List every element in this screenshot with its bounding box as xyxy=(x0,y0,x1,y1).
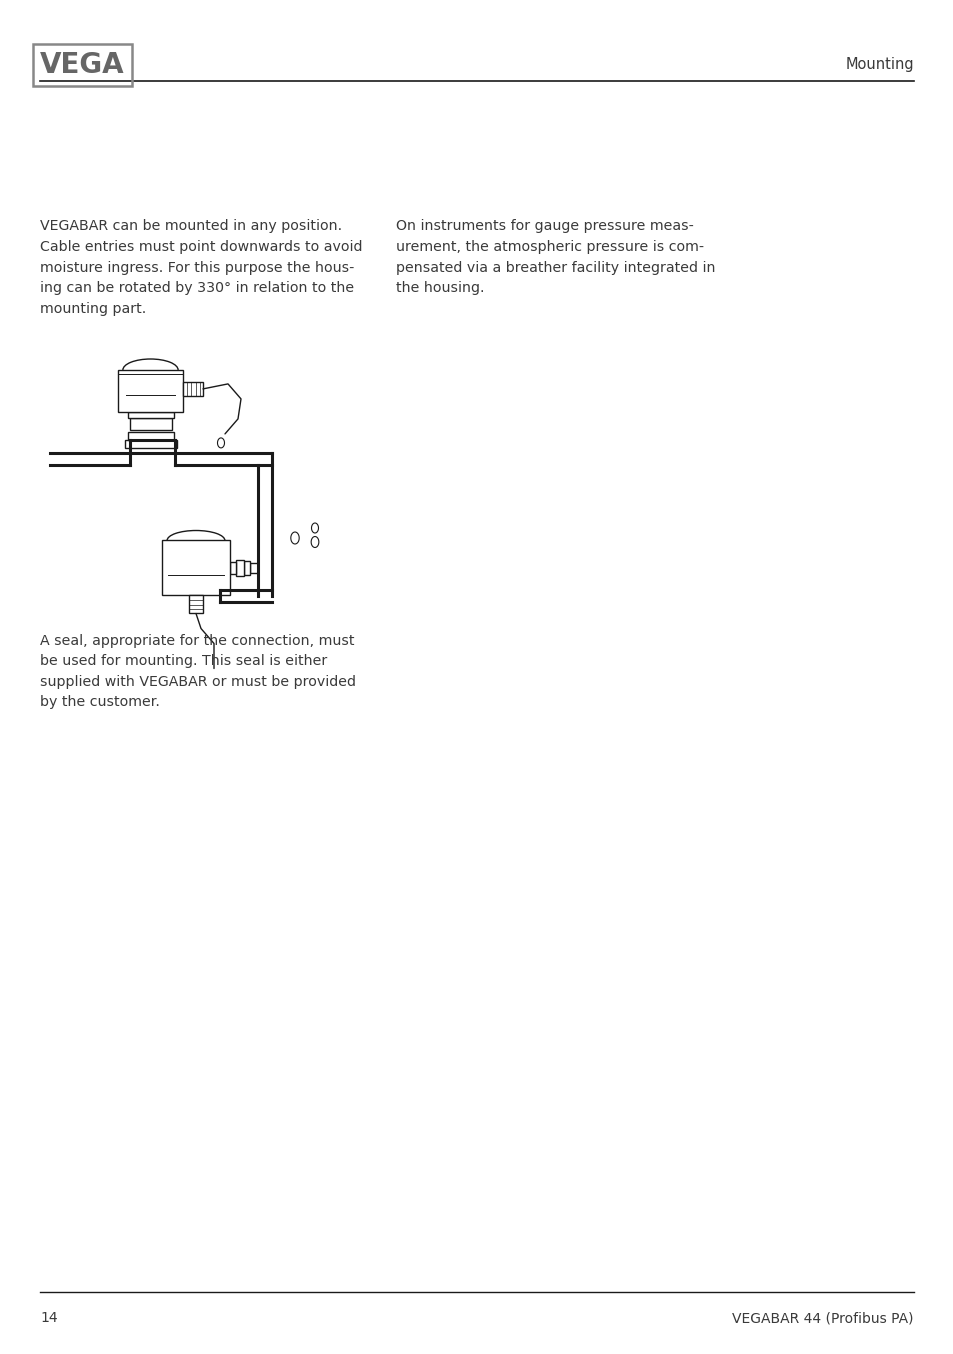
Polygon shape xyxy=(291,532,299,544)
Bar xyxy=(130,418,172,431)
Bar xyxy=(162,540,230,596)
Bar xyxy=(125,440,177,448)
Bar xyxy=(183,382,203,395)
Text: VEGABAR can be mounted in any position.
Cable entries must point downwards to av: VEGABAR can be mounted in any position. … xyxy=(40,219,362,315)
Text: 14: 14 xyxy=(40,1311,57,1326)
Bar xyxy=(118,370,183,412)
Polygon shape xyxy=(312,523,318,533)
Text: VEGA: VEGA xyxy=(40,51,125,79)
Bar xyxy=(128,412,173,418)
Bar xyxy=(128,432,173,440)
Polygon shape xyxy=(217,437,224,448)
Polygon shape xyxy=(311,536,318,547)
Text: A seal, appropriate for the connection, must
be used for mounting. This seal is : A seal, appropriate for the connection, … xyxy=(40,634,355,709)
Bar xyxy=(235,561,244,575)
Text: On instruments for gauge pressure meas-
urement, the atmospheric pressure is com: On instruments for gauge pressure meas- … xyxy=(395,219,715,295)
Bar xyxy=(250,563,257,573)
Bar xyxy=(230,562,235,574)
Bar xyxy=(244,561,250,575)
Text: Mounting: Mounting xyxy=(844,57,913,72)
Text: VEGABAR 44 (Profibus PA): VEGABAR 44 (Profibus PA) xyxy=(732,1311,913,1326)
Bar xyxy=(189,596,203,613)
